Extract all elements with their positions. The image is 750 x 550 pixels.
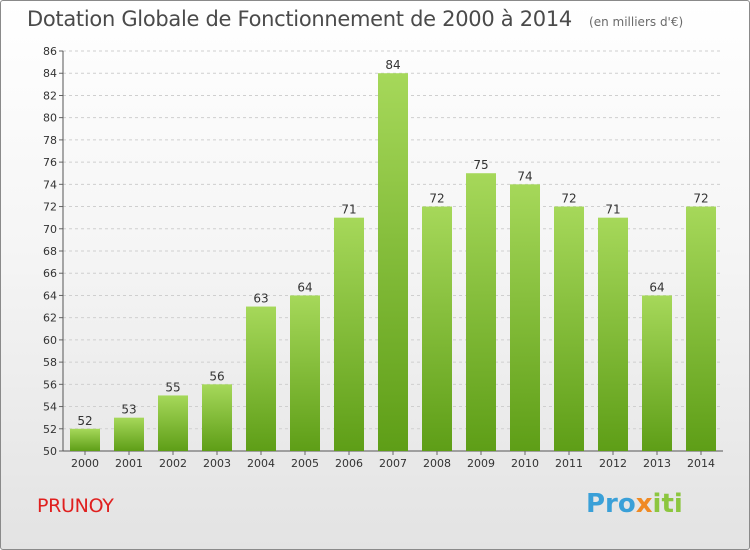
- bar-2012: [598, 217, 628, 451]
- title-row: Dotation Globale de Fonctionnement de 20…: [27, 7, 683, 31]
- x-tick-label: 2000: [71, 457, 99, 470]
- y-tick-label: 60: [43, 334, 57, 347]
- y-tick-label: 80: [43, 112, 57, 125]
- x-tick-label: 2012: [599, 457, 627, 470]
- y-tick-label: 76: [43, 156, 57, 169]
- y-tick-label: 50: [43, 445, 57, 458]
- value-label: 64: [297, 280, 312, 294]
- y-tick-label: 70: [43, 223, 57, 236]
- value-label: 72: [429, 192, 444, 206]
- bar-2009: [466, 173, 496, 451]
- y-tick-label: 54: [43, 401, 57, 414]
- bar-2005: [290, 295, 320, 451]
- x-tick-label: 2004: [247, 457, 275, 470]
- x-tick-label: 2014: [687, 457, 715, 470]
- axes: 50 52 54 56 58 60 62 64 66 68 70 72 74 76 78 80 82 84 86: [43, 45, 723, 458]
- x-tick-label: 2001: [115, 457, 143, 470]
- y-tick-label: 78: [43, 134, 57, 147]
- bar-2003: [202, 384, 232, 451]
- logo-part-3: iti: [652, 489, 683, 519]
- chart-title: Dotation Globale de Fonctionnement de 20…: [27, 7, 572, 31]
- y-tick-label: 62: [43, 312, 57, 325]
- y-tick-label: 86: [43, 45, 57, 58]
- y-tick-label: 64: [43, 289, 57, 302]
- y-tick-label: 58: [43, 356, 57, 369]
- y-tick-label: 74: [43, 178, 57, 191]
- bar-2004: [246, 306, 276, 451]
- value-label: 72: [693, 192, 708, 206]
- value-label: 63: [253, 292, 268, 306]
- bar-2013: [642, 295, 672, 451]
- value-label: 84: [385, 58, 400, 72]
- value-label: 71: [341, 203, 356, 217]
- bar-2008: [422, 206, 452, 451]
- y-tick-label: 52: [43, 423, 57, 436]
- chart-subtitle: (en milliers d'€): [589, 15, 684, 29]
- x-tick-label: 2010: [511, 457, 539, 470]
- x-tick-label: 2003: [203, 457, 231, 470]
- bar-2011: [554, 206, 584, 451]
- logo-part-1: Pro: [586, 489, 636, 519]
- bars: [70, 73, 716, 452]
- x-tick-label: 2002: [159, 457, 187, 470]
- x-tick-label: 2008: [423, 457, 451, 470]
- labels: 52 2000 53 2001 55 2002 56 2003 63 2004 64 2005 71 20…: [71, 58, 715, 470]
- y-tick-label: 66: [43, 267, 57, 280]
- bar-2002: [158, 395, 188, 451]
- proxiti-logo[interactable]: Proxiti: [586, 489, 683, 519]
- y-tick-label: 82: [43, 89, 57, 102]
- value-label: 75: [473, 158, 488, 172]
- value-label: 72: [561, 192, 576, 206]
- x-tick-label: 2011: [555, 457, 583, 470]
- value-label: 55: [165, 380, 180, 394]
- value-label: 71: [605, 203, 620, 217]
- value-label: 64: [649, 280, 664, 294]
- x-tick-label: 2007: [379, 457, 407, 470]
- value-label: 74: [517, 169, 532, 183]
- bar-2010: [510, 184, 540, 452]
- x-tick-label: 2013: [643, 457, 671, 470]
- value-label: 52: [77, 414, 92, 428]
- x-tick-label: 2006: [335, 457, 363, 470]
- logo-part-2: x: [635, 489, 653, 519]
- bar-2007: [378, 73, 408, 451]
- value-label: 56: [209, 369, 224, 383]
- y-tick-label: 68: [43, 245, 57, 258]
- bar-2006: [334, 217, 364, 451]
- commune-name: PRUNOY: [37, 495, 114, 517]
- y-tick-label: 72: [43, 201, 57, 214]
- x-tick-label: 2005: [291, 457, 319, 470]
- x-tick-label: 2009: [467, 457, 495, 470]
- bar-2001: [114, 417, 144, 451]
- y-tick-label: 56: [43, 378, 57, 391]
- bar-2000: [70, 428, 100, 451]
- value-label: 53: [121, 403, 136, 417]
- y-tick-label: 84: [43, 67, 57, 80]
- bar-2014: [686, 206, 716, 451]
